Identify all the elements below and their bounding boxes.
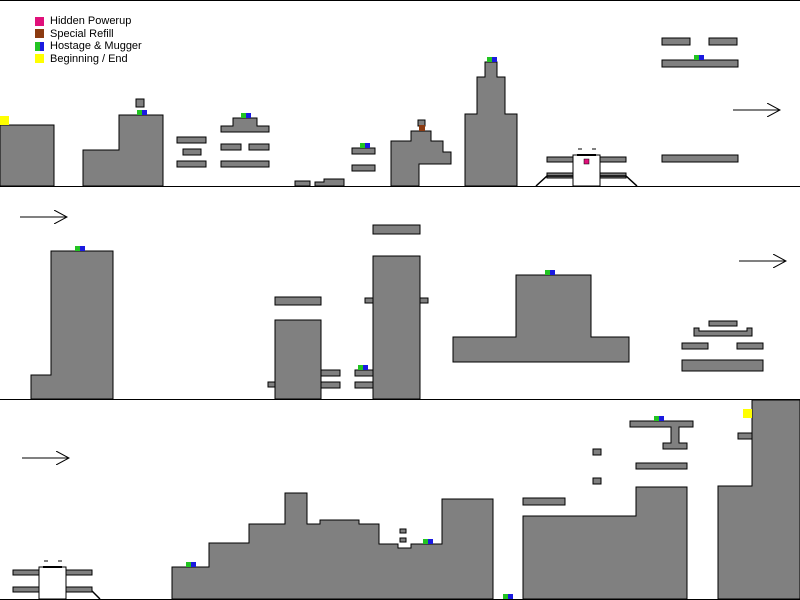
ledge xyxy=(248,143,270,151)
ledge xyxy=(419,297,429,304)
terrain-block xyxy=(82,114,164,187)
legend-label: Special Refill xyxy=(50,27,114,40)
hostage-mugger-marker xyxy=(694,55,704,60)
hidden-powerup-marker xyxy=(583,158,590,165)
ledge xyxy=(351,147,376,155)
terrain-tower xyxy=(464,61,518,187)
terrain-block xyxy=(629,420,694,450)
terrain-block xyxy=(135,98,145,108)
hostage-mugger-marker xyxy=(423,539,433,544)
ledge xyxy=(661,37,691,46)
terrain-block xyxy=(592,477,602,485)
ledge xyxy=(354,381,375,389)
hostage-mugger-swatch xyxy=(35,41,44,51)
hostage-mugger-marker xyxy=(360,143,370,148)
ledge xyxy=(220,143,242,151)
hostage-mugger-markers xyxy=(75,55,704,599)
terrain-block xyxy=(452,274,630,363)
terrain-block xyxy=(522,486,688,600)
ledge xyxy=(220,160,270,168)
ledge xyxy=(736,342,764,350)
legend-item-beginning-end: Beginning / End xyxy=(35,53,142,66)
ledge xyxy=(65,586,93,593)
terrain-block xyxy=(399,528,407,534)
ledge xyxy=(522,497,566,506)
terrain-block xyxy=(592,448,602,456)
ledge xyxy=(320,369,341,377)
hostage-mugger-marker xyxy=(487,57,497,62)
ledge xyxy=(681,342,709,350)
hostage-mugger-marker xyxy=(186,562,196,567)
beginning-marker xyxy=(0,116,9,125)
legend-label: Beginning / End xyxy=(50,52,128,65)
ledge xyxy=(661,154,739,163)
legend-label: Hidden Powerup xyxy=(50,15,132,27)
ledge xyxy=(635,462,688,470)
special-refill-swatch xyxy=(35,29,44,39)
legend-item-hidden-powerup: Hidden Powerup xyxy=(35,15,142,28)
terrain-block xyxy=(399,537,407,543)
terrain-row-3 xyxy=(12,399,800,600)
hostage-mugger-marker xyxy=(358,365,368,370)
ledge xyxy=(661,59,739,68)
terrain-tower xyxy=(717,399,800,600)
terrain-block xyxy=(0,124,55,187)
ledge xyxy=(182,148,202,156)
bunker-row-1 xyxy=(535,148,638,187)
ledge xyxy=(65,569,93,576)
ledge xyxy=(708,37,738,46)
ledge xyxy=(372,224,421,235)
terrain-block xyxy=(390,130,452,187)
legend: Hidden Powerup Special Refill Hostage & … xyxy=(35,15,142,65)
legend-label: Hostage & Mugger xyxy=(50,40,142,52)
hidden-powerup-swatch xyxy=(35,16,44,26)
ledge xyxy=(12,586,40,593)
hostage-mugger-marker xyxy=(75,246,85,251)
ledge xyxy=(693,327,753,337)
ledge xyxy=(708,320,738,327)
legend-item-hostage-mugger: Hostage & Mugger xyxy=(35,40,142,53)
bunker xyxy=(38,566,67,600)
legend-item-special-refill: Special Refill xyxy=(35,28,142,41)
hostage-mugger-marker xyxy=(503,594,513,599)
terrain-block xyxy=(314,178,345,187)
hostage-mugger-marker xyxy=(654,416,664,421)
ledge xyxy=(267,381,276,388)
hostage-mugger-marker xyxy=(241,113,251,118)
beginning-end-swatch xyxy=(35,54,44,64)
terrain-block xyxy=(274,319,322,400)
terrain-tower xyxy=(30,250,114,400)
ledge xyxy=(176,136,207,144)
direction-arrows xyxy=(20,110,786,458)
ledge xyxy=(546,156,574,163)
hostage-mugger-marker xyxy=(545,270,555,275)
ledge xyxy=(351,164,376,172)
ledge xyxy=(599,156,627,163)
ledge xyxy=(354,369,375,377)
end-marker xyxy=(743,409,752,418)
ledge xyxy=(364,297,374,304)
ledge xyxy=(274,296,322,306)
ledge xyxy=(737,432,753,440)
ledge xyxy=(320,381,341,389)
ledge xyxy=(176,160,207,168)
terrain-block xyxy=(220,117,270,133)
ledge xyxy=(12,569,40,576)
hostage-mugger-marker xyxy=(137,110,147,115)
terrain-block xyxy=(294,180,311,187)
terrain-row-1 xyxy=(0,37,739,187)
ledge xyxy=(681,359,764,372)
terrain-row-2 xyxy=(30,224,764,400)
bunker-row-3 xyxy=(38,560,101,600)
terrain-block xyxy=(171,492,494,600)
terrain-tower xyxy=(372,255,421,400)
special-refill-marker xyxy=(419,125,425,131)
